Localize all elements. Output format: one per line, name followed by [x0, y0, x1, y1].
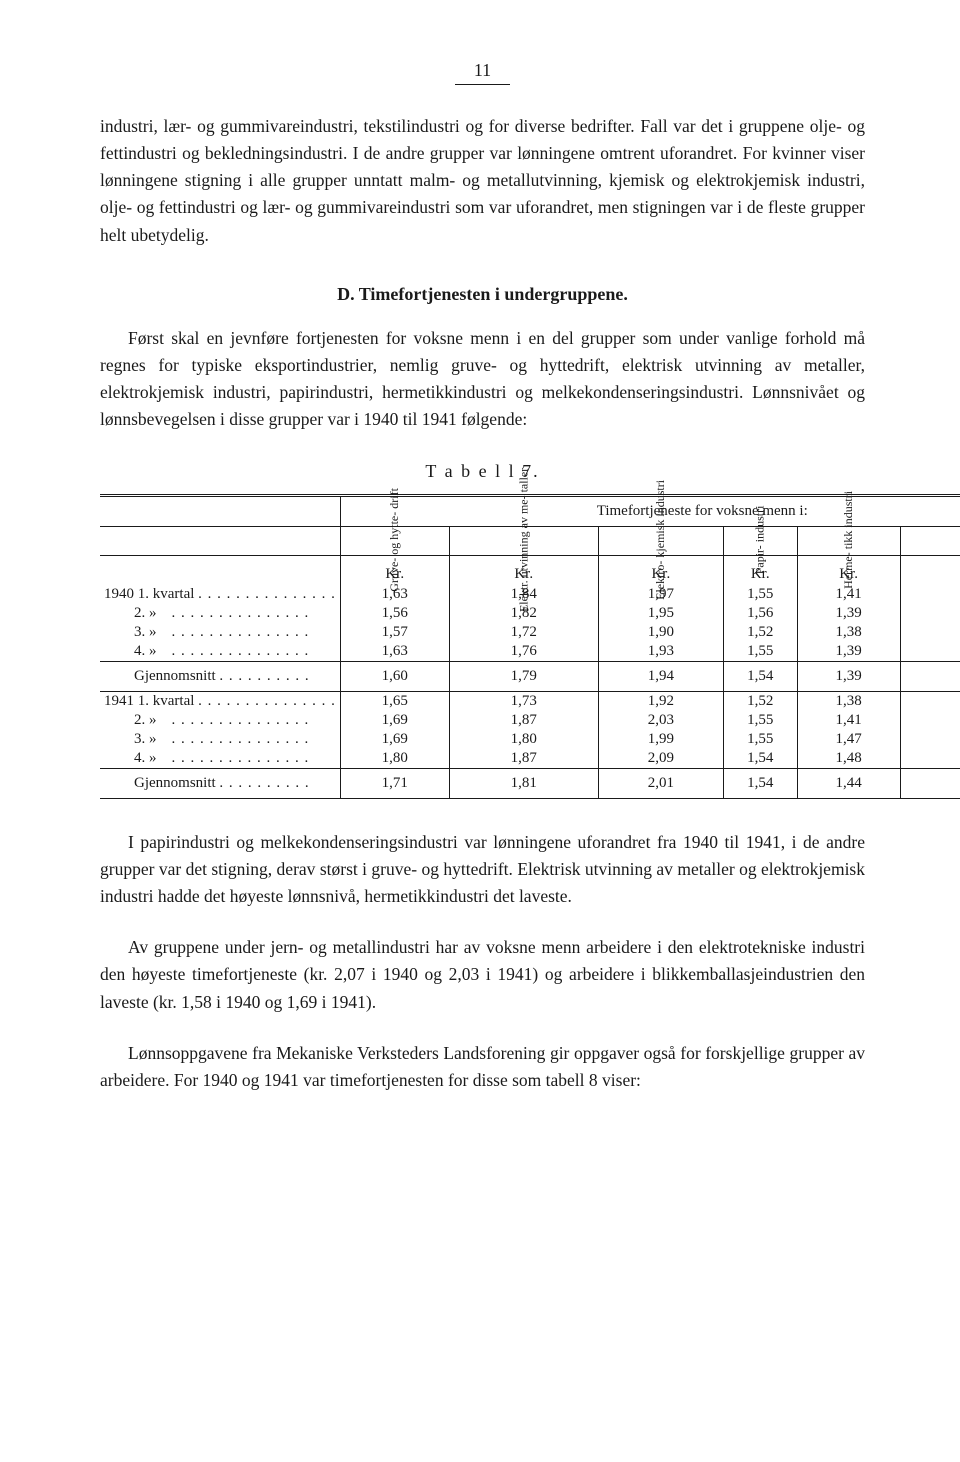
- col-header-6: Melke- konden- derings- industri: [900, 527, 960, 556]
- page-number-rule: [455, 84, 510, 85]
- table-cell: 1,79: [449, 661, 598, 691]
- table-cell: 1,71: [340, 768, 449, 798]
- paragraph-4: Av gruppene under jern- og metallindustr…: [100, 934, 865, 1015]
- paragraph-1: industri, lær- og gummivareindustri, tek…: [100, 113, 865, 249]
- table-cell: 1,52: [723, 691, 797, 711]
- table-cell: 1,39: [797, 642, 900, 662]
- col-header-5: Herme- tikk industri: [797, 527, 900, 556]
- table-cell: 1,65: [340, 691, 449, 711]
- table-cell: 1,54: [723, 661, 797, 691]
- row-label: 1940 1. kvartal . . . . . . . . . . . . …: [100, 585, 340, 604]
- page-number: 11: [100, 60, 865, 81]
- table-cell: 1,39: [797, 604, 900, 623]
- table-cell: 1,47: [797, 730, 900, 749]
- table-cell: 1,72: [449, 623, 598, 642]
- table-cell: 1,80: [449, 730, 598, 749]
- table-cell: 1,90: [598, 623, 723, 642]
- table-cell: 1,57: [340, 623, 449, 642]
- table-cell: 1,44: [797, 768, 900, 798]
- table-cell: 1,52: [723, 623, 797, 642]
- table-cell: 1,48: [797, 749, 900, 769]
- table-spanner: Timefortjeneste for voksne menn i:: [340, 496, 960, 527]
- table-cell: 1,95: [598, 604, 723, 623]
- table-cell: 1,60: [900, 604, 960, 623]
- table-cell: 1,99: [598, 730, 723, 749]
- row-label-avg: Gjennomsnitt . . . . . . . . . .: [100, 768, 340, 798]
- table-cell: 1,54: [900, 730, 960, 749]
- table-cell: 1,81: [449, 768, 598, 798]
- table-cell: 1,38: [797, 691, 900, 711]
- table-cell: 1,56: [723, 604, 797, 623]
- table-cell: 2,01: [598, 768, 723, 798]
- row-label: 2. » . . . . . . . . . . . . . . .: [100, 604, 340, 623]
- unit-label: Kr.: [900, 555, 960, 585]
- row-label: 4. » . . . . . . . . . . . . . . .: [100, 749, 340, 769]
- table-cell: 1,87: [449, 749, 598, 769]
- table-cell: 1,57: [900, 749, 960, 769]
- table-cell: 1,55: [723, 711, 797, 730]
- table-cell: 1,52: [900, 623, 960, 642]
- table-cell: 1,76: [449, 642, 598, 662]
- table-cell: 1,56: [900, 768, 960, 798]
- col-header-1: Gruve- og hytte- drift: [340, 527, 449, 556]
- table-cell: 1,60: [340, 661, 449, 691]
- row-label: 2. » . . . . . . . . . . . . . . .: [100, 711, 340, 730]
- row-label: 3. » . . . . . . . . . . . . . . .: [100, 730, 340, 749]
- table-cell: 1,94: [598, 661, 723, 691]
- table-cell: 1,93: [598, 642, 723, 662]
- table-cell: 1,57: [900, 711, 960, 730]
- row-label-avg: Gjennomsnitt . . . . . . . . . .: [100, 661, 340, 691]
- section-heading: D. Timefortjenesten i undergruppene.: [100, 284, 865, 305]
- table-cell: 1,69: [340, 730, 449, 749]
- row-label: 4. » . . . . . . . . . . . . . . .: [100, 642, 340, 662]
- table-cell: 1,69: [340, 711, 449, 730]
- table-cell: 1,59: [900, 585, 960, 604]
- table-cell: 1,87: [449, 711, 598, 730]
- table-cell: 1,54: [900, 642, 960, 662]
- table-cell: 1,80: [340, 749, 449, 769]
- table-cell: 1,55: [723, 585, 797, 604]
- paragraph-3: I papirindustri og melkekondenseringsind…: [100, 829, 865, 910]
- row-label: 1941 1. kvartal . . . . . . . . . . . . …: [100, 691, 340, 711]
- table-cell: 1,63: [340, 642, 449, 662]
- table-cell: 1,41: [797, 711, 900, 730]
- table-cell: 1,55: [723, 730, 797, 749]
- table-cell: 1,92: [598, 691, 723, 711]
- table-cell: 1,56: [900, 661, 960, 691]
- col-header-3: Elektro- kjemisk industri: [598, 527, 723, 556]
- table-cell: 1,55: [723, 642, 797, 662]
- table-cell: 1,54: [723, 749, 797, 769]
- table-cell: 1,73: [449, 691, 598, 711]
- table-cell: 2,03: [598, 711, 723, 730]
- table-cell: 1,54: [723, 768, 797, 798]
- col-header-2: Elektr. utvinning av me- taller: [449, 527, 598, 556]
- table-cell: 1,56: [340, 604, 449, 623]
- table-cell: 1,54: [900, 691, 960, 711]
- row-label: 3. » . . . . . . . . . . . . . . .: [100, 623, 340, 642]
- table-7: Timefortjeneste for voksne menn i: Gruve…: [100, 494, 960, 799]
- table-title: T a b e l l 7.: [100, 461, 865, 482]
- paragraph-5: Lønnsoppgavene fra Mekaniske Verksteders…: [100, 1040, 865, 1094]
- table-cell: 1,39: [797, 661, 900, 691]
- col-header-4: Papir- industri: [723, 527, 797, 556]
- table-cell: 2,09: [598, 749, 723, 769]
- paragraph-2: Først skal en jevnføre fortjenesten for …: [100, 325, 865, 434]
- table-cell: 1,38: [797, 623, 900, 642]
